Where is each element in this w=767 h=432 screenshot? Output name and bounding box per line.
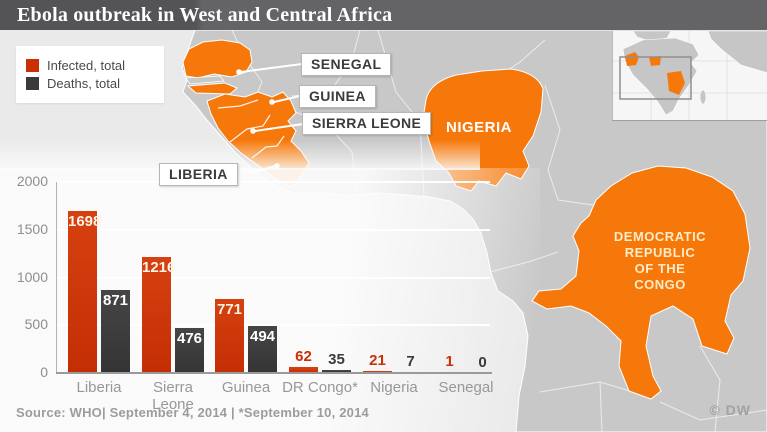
drc-label-line: REPUBLIC [624,245,696,260]
bar-value-label: 1 [445,353,454,370]
gridline-500 [56,324,490,327]
title-bar: Ebola outbreak in West and Central Afric… [0,0,767,30]
legend-label: Deaths, total [47,76,120,91]
drc-label: DEMOCRATIC REPUBLIC OF THE CONGO [598,229,722,293]
x-category-label: Senegal [438,379,494,396]
legend: Infected, total Deaths, total [16,46,164,103]
y-axis-line [56,182,57,373]
x-category-label: Sierra Leone [152,379,194,413]
country-senegal-casamance [186,82,238,95]
country-senegal [182,39,253,79]
drc-label-line: CONGO [634,277,686,292]
inset-continents [622,31,767,116]
bar-value-label: 7 [406,353,415,370]
bar-dr-congo--deaths [322,370,351,373]
x-category-label: Nigeria [370,379,418,396]
bar-sierra-leone-infected: 1216 [142,257,176,373]
map-label-liberia: LIBERIA [159,163,238,186]
bar-value-label: 35 [328,351,345,368]
x-axis-line [56,372,492,374]
y-axis-tick-label: 500 [24,316,48,333]
nigeria-label: NIGERIA [446,119,513,136]
map-label-sierra-leone: SIERRA LEONE [302,112,432,135]
map-label-senegal: SENEGAL [301,53,392,76]
bar-liberia-infected: 1698 [68,211,102,373]
bar-value-label: 1698 [68,213,102,230]
gridline-1500 [56,228,490,231]
inset-locator-map [612,31,767,121]
bar-liberia-deaths: 871 [101,290,130,373]
legend-item-infected: Infected, total [26,58,154,73]
dw-copyright: © DW [709,402,751,418]
bar-value-label: 871 [102,292,129,309]
bar-value-label: 0 [478,354,487,371]
inset-map-graphic [613,31,767,120]
bar-dr-congo--infected [289,367,318,373]
y-axis-tick-label: 0 [40,364,48,380]
y-axis-tick-label: 1500 [16,220,48,237]
x-category-label: DR Congo* [282,379,358,396]
bar-value-label: 21 [369,352,386,369]
bar-guinea-deaths: 494 [248,326,277,373]
bar-value-label: 771 [216,301,243,318]
chart-background-fade [0,140,480,170]
legend-item-deaths: Deaths, total [26,76,154,91]
bar-value-label: 62 [295,348,312,365]
y-axis-tick-label: 2000 [16,173,48,189]
legend-label: Infected, total [47,58,126,73]
source-note: Source: WHO| September 4, 2014 | *Septem… [16,405,369,420]
drc-label-line: OF THE [634,261,686,276]
y-axis-tick-label: 1000 [16,268,48,285]
map-label-guinea: GUINEA [299,85,376,108]
bar-sierra-leone-deaths: 476 [175,328,204,373]
inset-focus-rectangle [619,56,692,100]
infected-swatch-icon [26,59,39,72]
gridline-1000 [56,276,490,279]
drc-label-line: DEMOCRATIC [613,229,707,244]
gridline-2000 [56,181,490,183]
country-gambia [185,75,225,85]
x-category-label: Liberia [76,379,122,396]
deaths-swatch-icon [26,77,39,90]
bar-value-label: 476 [176,330,203,347]
bar-guinea-infected: 771 [215,299,244,373]
bar-value-label: 494 [249,328,276,345]
x-category-label: Guinea [221,379,271,396]
bar-value-label: 1216 [142,259,176,276]
page-title: Ebola outbreak in West and Central Afric… [17,4,393,26]
inset-highlights [625,52,685,95]
